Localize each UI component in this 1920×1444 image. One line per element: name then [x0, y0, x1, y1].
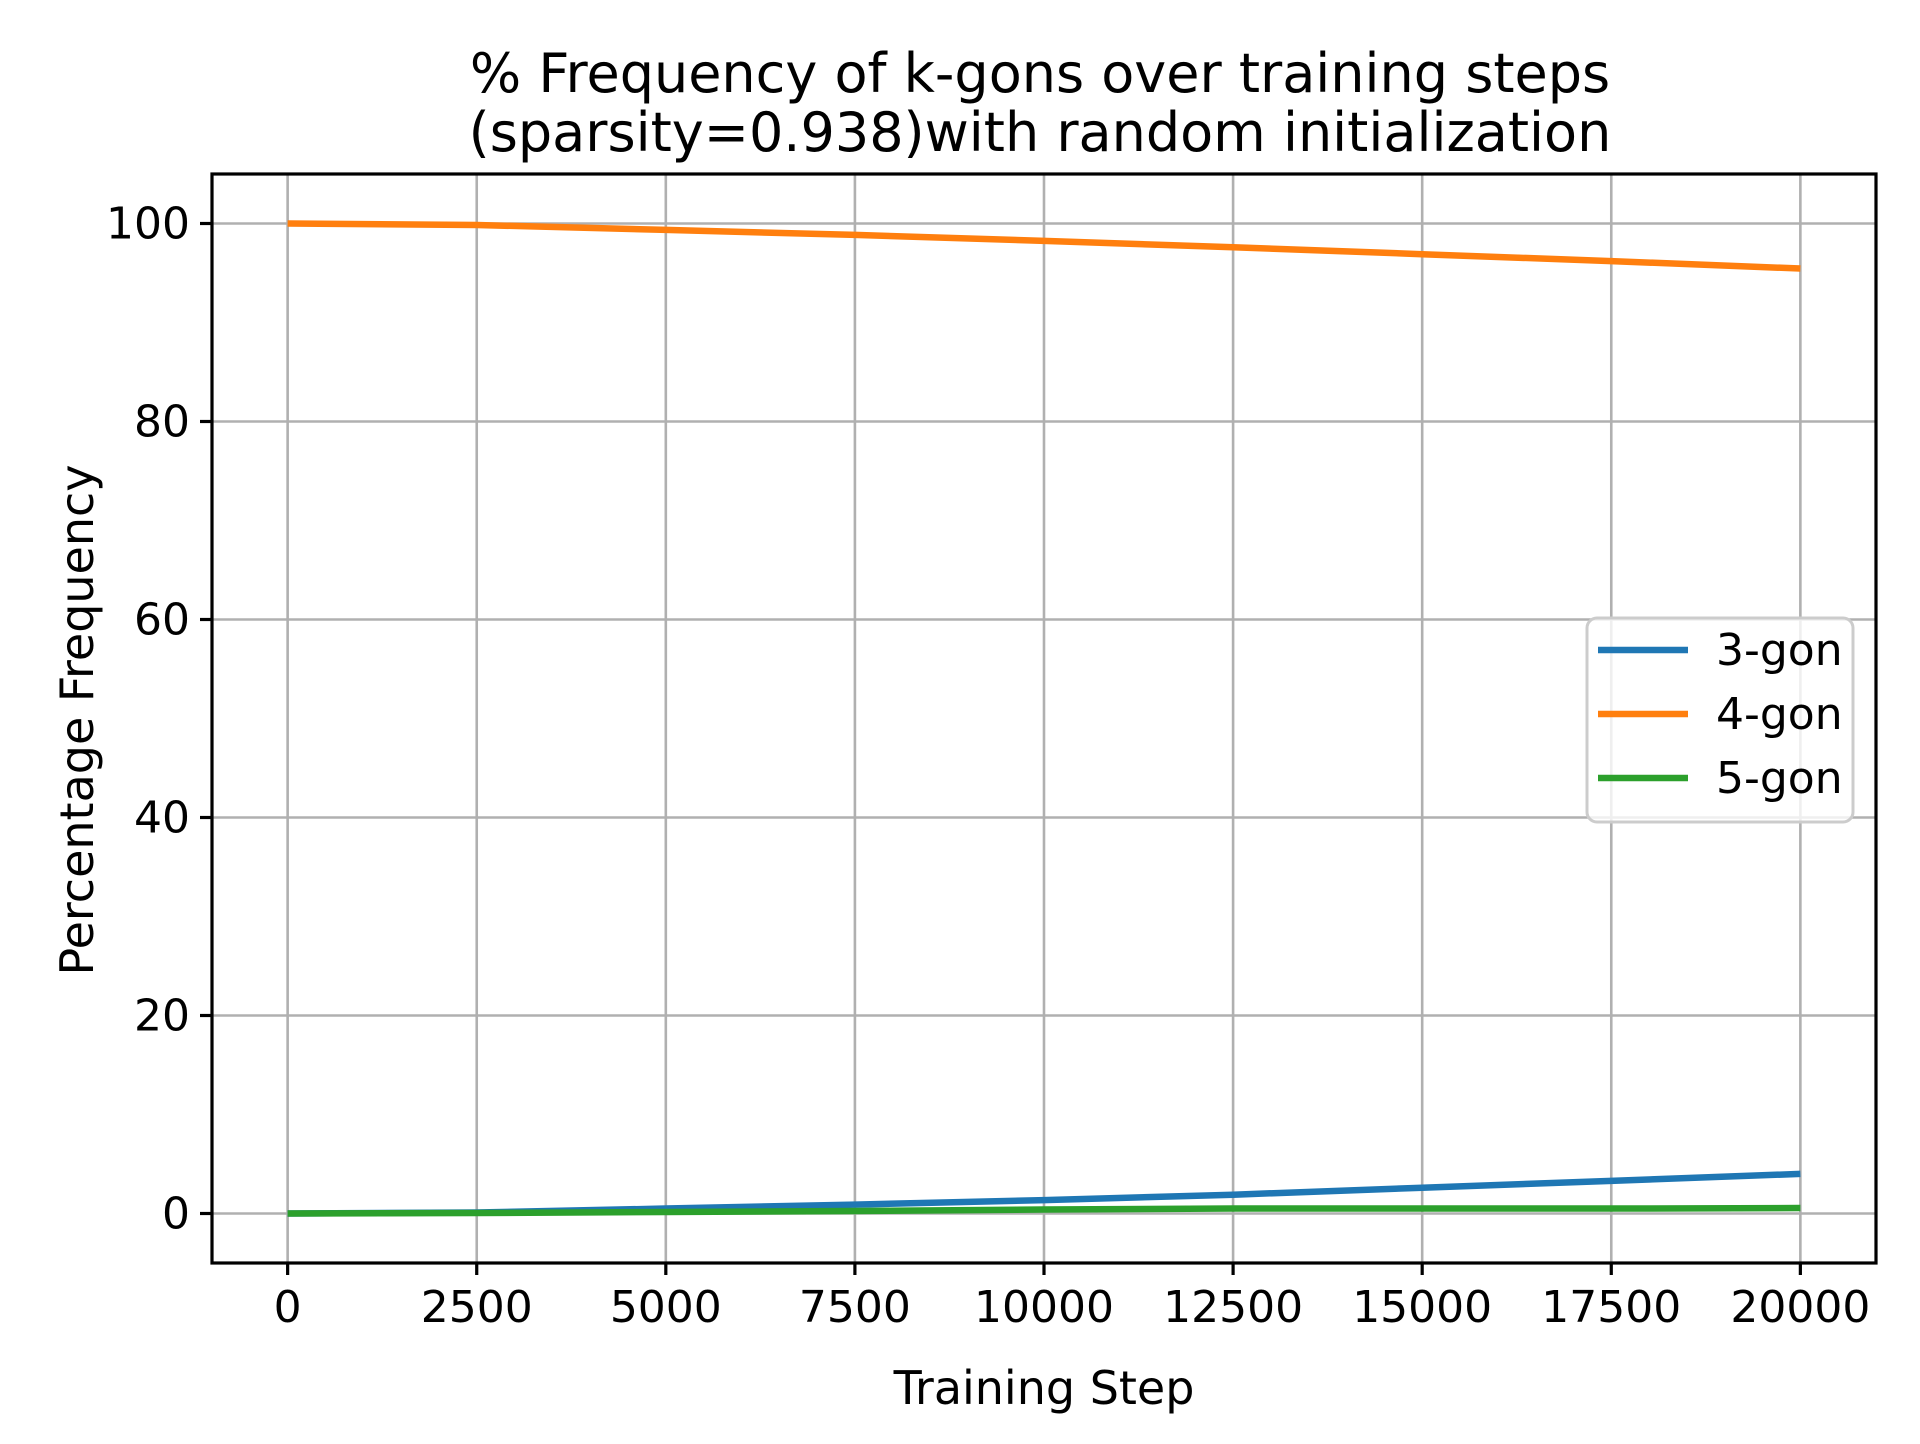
legend-label: 5-gon — [1716, 753, 1843, 804]
series-layer — [287, 220, 1801, 1217]
x-tick-label: 15000 — [1352, 1282, 1492, 1333]
series-line-5-gon — [287, 1204, 1801, 1217]
y-tick-label: 40 — [134, 793, 190, 844]
y-tick-label: 0 — [162, 1189, 190, 1240]
y-axis-label: Percentage Frequency — [50, 464, 104, 975]
legend-box — [1585, 616, 1855, 824]
legend-entry-4-gon: 4-gon — [1598, 689, 1843, 740]
x-tick-label: 10000 — [974, 1282, 1114, 1333]
x-tick-label: 7500 — [799, 1282, 911, 1333]
x-tick-label: 12500 — [1163, 1282, 1303, 1333]
x-axis-label: Training Step — [893, 1361, 1195, 1415]
y-tick-label: 80 — [134, 397, 190, 448]
y-tick-label: 100 — [106, 199, 190, 250]
legend-entry-3-gon: 3-gon — [1598, 625, 1843, 676]
chart-title-line-1: % Frequency of k-gons over training step… — [470, 42, 1610, 105]
y-tick-label: 20 — [134, 991, 190, 1042]
legend-label: 3-gon — [1716, 625, 1843, 676]
x-tick-label: 17500 — [1541, 1282, 1681, 1333]
grid-layer — [212, 174, 1876, 1263]
legend-layer: 3-gon 4-gon 5-gon — [1585, 616, 1855, 824]
y-tick-label: 60 — [134, 595, 190, 646]
series-line-4-gon — [287, 220, 1801, 272]
x-tick-label: 5000 — [610, 1282, 722, 1333]
legend-entry-5-gon: 5-gon — [1598, 753, 1843, 804]
tick-layer: 0 2500 5000 7500 10000 12500 15000 17500 20000 0 2… — [106, 199, 1870, 1334]
legend-label: 4-gon — [1716, 689, 1843, 740]
chart-title-line-2: (sparsity=0.938)with random initializati… — [469, 101, 1612, 164]
x-tick-label: 2500 — [421, 1282, 533, 1333]
x-tick-label: 0 — [274, 1282, 302, 1333]
x-tick-label: 20000 — [1730, 1282, 1870, 1333]
